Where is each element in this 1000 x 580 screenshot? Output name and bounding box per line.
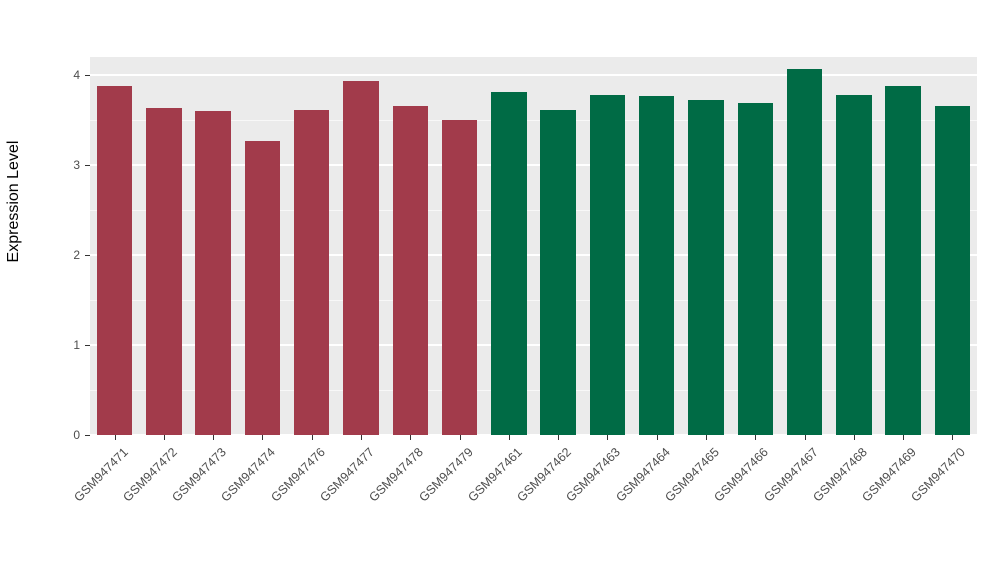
x-tick-mark — [114, 435, 116, 440]
x-tick-mark — [903, 435, 905, 440]
x-tick-mark — [213, 435, 215, 440]
bar-GSM947479 — [441, 120, 478, 435]
bar-GSM947463 — [589, 94, 626, 435]
x-tick-mark — [508, 435, 510, 440]
x-tick-mark — [410, 435, 412, 440]
x-tick-mark — [361, 435, 363, 440]
bar-GSM947473 — [195, 111, 231, 435]
bar-GSM947461 — [491, 92, 527, 435]
y-tick-label: 4 — [73, 68, 80, 82]
y-tick-mark — [85, 435, 90, 436]
y-tick-mark — [85, 345, 90, 346]
x-tick-mark — [558, 435, 560, 440]
x-tick-mark — [311, 435, 313, 440]
bar-GSM947464 — [638, 95, 675, 435]
bar-GSM947469 — [885, 85, 921, 435]
x-tick-mark — [459, 435, 461, 440]
y-tick-label: 1 — [73, 338, 80, 352]
y-tick-label: 3 — [73, 158, 80, 172]
x-tick-mark — [262, 435, 264, 440]
y-tick-label: 2 — [73, 248, 80, 262]
gridline-major — [90, 74, 977, 76]
bar-GSM947470 — [934, 105, 971, 435]
x-tick-mark — [952, 435, 954, 440]
bar-GSM947468 — [836, 94, 872, 435]
bar-GSM947476 — [294, 110, 330, 435]
y-tick-mark — [85, 75, 90, 76]
x-tick-mark — [656, 435, 658, 440]
x-tick-mark — [804, 435, 806, 440]
bar-GSM947478 — [392, 105, 429, 435]
bar-GSM947474 — [244, 140, 281, 435]
x-tick-mark — [607, 435, 609, 440]
y-tick-label: 0 — [73, 428, 80, 442]
bar-GSM947465 — [688, 100, 724, 435]
x-tick-mark — [853, 435, 855, 440]
x-tick-mark — [755, 435, 757, 440]
y-axis-title: Expression Level — [5, 140, 22, 263]
bar-GSM947477 — [343, 81, 379, 435]
x-tick-mark — [163, 435, 165, 440]
bar-GSM947472 — [146, 108, 182, 435]
y-tick-mark — [85, 165, 90, 166]
bar-GSM947462 — [540, 110, 576, 435]
chart-panel — [90, 57, 977, 436]
bar-GSM947467 — [786, 68, 823, 435]
bar-GSM947471 — [96, 85, 133, 435]
x-tick-mark — [705, 435, 707, 440]
bar-GSM947466 — [737, 102, 773, 435]
y-tick-mark — [85, 255, 90, 256]
